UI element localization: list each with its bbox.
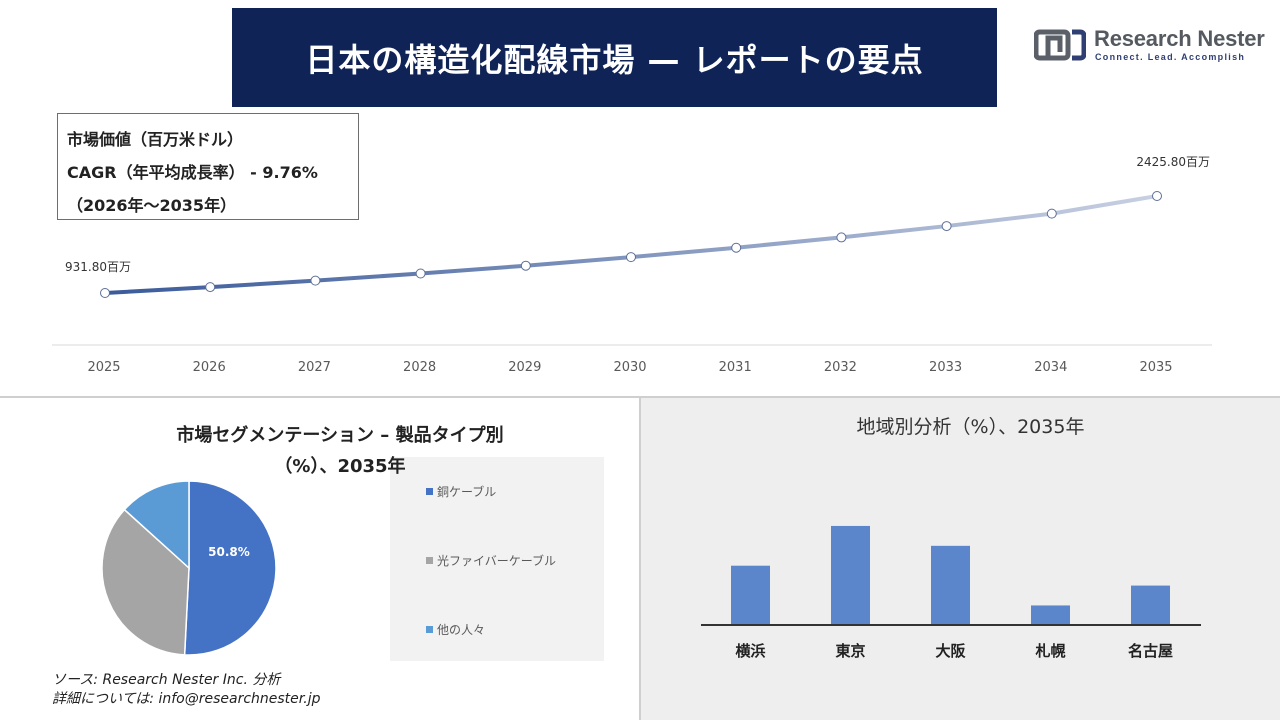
x-tick-label: 2034 <box>1034 360 1067 375</box>
bar-5 <box>1131 585 1170 624</box>
x-tick-label: 2029 <box>508 360 541 375</box>
x-tick-label: 2026 <box>193 360 226 375</box>
source-note: ソース: Research Nester Inc. 分析 詳細については: in… <box>52 671 321 709</box>
segment-title-line2: （%）、2035年 <box>274 456 406 477</box>
legend-swatch <box>426 488 433 495</box>
data-point-2035 <box>1152 191 1162 201</box>
bar-category-label: 横浜 <box>735 642 765 660</box>
pie-legend-box <box>390 457 604 661</box>
forecast-period-label: （2026年～2035年） <box>67 196 237 215</box>
segment-chart-title: 市場セグメンテーション – 製品タイプ別 （%）、2035年 <box>100 420 580 482</box>
x-tick-label: 2035 <box>1139 360 1172 375</box>
data-point-2026 <box>205 282 216 293</box>
legend-item-copper: 銅ケーブル <box>426 483 496 500</box>
pie-slice-2 <box>101 508 190 656</box>
segment-title-line1: 市場セグメンテーション – 製品タイプ別 <box>176 425 504 446</box>
market-info-box: 市場価値（百万米ドル） CAGR（年平均成長率） - 9.76% （2026年～… <box>57 113 359 220</box>
bar-category-label: 札幌 <box>1034 642 1065 660</box>
research-nester-logo: Research Nester Connect. Lead. Accomplis… <box>1034 26 1274 66</box>
x-tick-label: 2025 <box>87 360 120 375</box>
x-tick-label: 2027 <box>298 360 331 375</box>
pie-data-label: 50.8% <box>208 545 250 559</box>
section-divider-vertical <box>639 396 641 720</box>
data-point-2031 <box>731 242 742 253</box>
pie-slice-1 <box>183 480 277 656</box>
x-tick-label: 2031 <box>719 360 752 375</box>
logo-tagline: Connect. Lead. Accomplish <box>1095 52 1246 62</box>
logo-brand-name: Research Nester <box>1094 26 1265 51</box>
contact-line: 詳細については: info@researchnester.jp <box>52 691 321 707</box>
legend-item-fiber: 光ファイバーケーブル <box>426 552 556 569</box>
bar-category-label: 東京 <box>835 642 865 660</box>
start-value-label: 931.80百万 <box>65 260 131 274</box>
data-point-2033 <box>941 221 952 232</box>
legend-label: 光ファイバーケーブル <box>437 554 557 568</box>
product-type-pie-chart: 50.8% <box>101 480 277 656</box>
legend-label: 他の人々 <box>437 623 486 637</box>
data-point-2027 <box>310 275 321 286</box>
bar-category-label: 大阪 <box>935 642 966 660</box>
data-point-2025 <box>100 288 110 298</box>
x-tick-label: 2032 <box>824 360 857 375</box>
legend-item-other: 他の人々 <box>426 621 485 638</box>
market-value-line-chart: 2025 2026 2027 2028 2029 2030 2031 2032 2033 2034… <box>52 155 1212 375</box>
region-chart-title: 地域別分析（%）、2035年 <box>856 416 1085 438</box>
legend-swatch <box>426 626 433 633</box>
end-value-label: 2425.80百万 <box>1136 155 1210 169</box>
pie-slice-3 <box>123 480 190 570</box>
cagr-label: CAGR（年平均成長率） - 9.76% <box>67 163 318 182</box>
bar-3 <box>931 545 970 624</box>
data-point-2034 <box>1046 208 1057 219</box>
bar-1 <box>731 565 770 624</box>
data-point-2030 <box>626 252 636 263</box>
bar-2 <box>831 525 870 624</box>
bar-category-label: 名古屋 <box>1128 642 1173 660</box>
source-line: ソース: Research Nester Inc. 分析 <box>52 672 281 688</box>
bar-4 <box>1031 605 1070 624</box>
x-tick-label: 2033 <box>929 360 962 375</box>
data-point-2029 <box>520 260 531 271</box>
report-title: 日本の構造化配線市場 — レポートの要点 <box>232 8 997 107</box>
x-tick-label: 2028 <box>403 360 436 375</box>
market-value-label: 市場価値（百万米ドル） <box>67 130 244 149</box>
legend-label: 銅ケーブル <box>437 485 497 499</box>
x-tick-label: 2030 <box>613 360 646 375</box>
data-point-2032 <box>836 232 847 243</box>
regional-bar-chart: 横浜 東京 大阪 札幌 名古屋 <box>701 525 1201 660</box>
logo-mark-icon <box>1034 29 1086 61</box>
legend-swatch <box>426 557 433 564</box>
data-point-2028 <box>415 268 426 279</box>
